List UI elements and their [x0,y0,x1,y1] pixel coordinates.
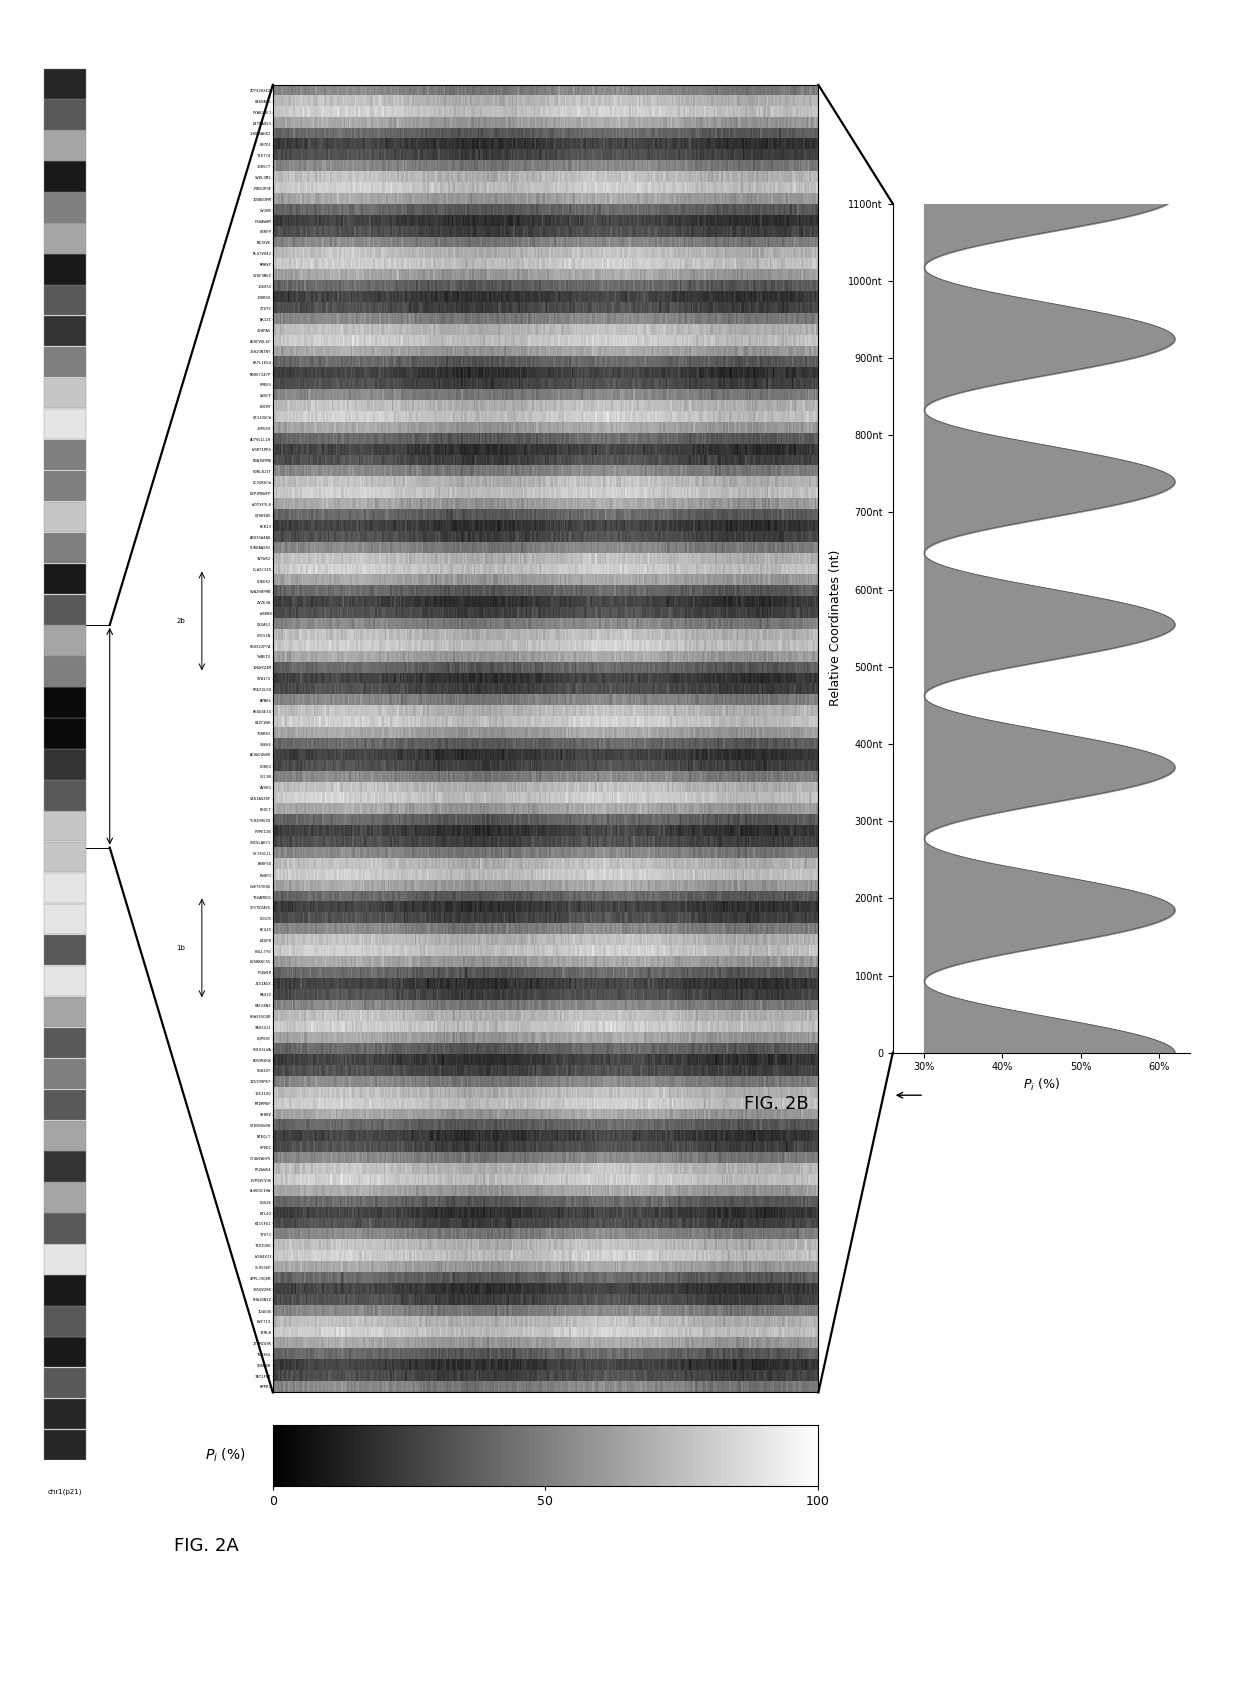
Bar [43,1430,87,1460]
Bar [43,409,87,440]
Bar [43,131,87,161]
Y-axis label: Relative Coordinates (nt): Relative Coordinates (nt) [828,550,842,706]
Bar [43,1027,87,1058]
Bar [43,779,87,810]
Bar [43,873,87,903]
Bar [43,903,87,934]
Bar [43,1336,87,1367]
Bar [43,564,87,594]
Bar [43,316,87,346]
Bar [43,1151,87,1182]
Bar [43,192,87,222]
Bar [43,1369,87,1399]
Text: FIG. 2B: FIG. 2B [744,1095,808,1114]
Bar [43,1090,87,1121]
X-axis label: $P_i$ (%): $P_i$ (%) [1023,1077,1060,1094]
Bar [43,533,87,564]
Bar [43,379,87,408]
Bar [43,749,87,779]
Bar [43,440,87,470]
Bar [43,470,87,501]
Text: $P_i$ (%): $P_i$ (%) [205,1447,246,1464]
Bar [43,1214,87,1243]
Bar [43,1121,87,1151]
Text: chr1(p21): chr1(p21) [48,1487,82,1494]
Bar [43,997,87,1027]
Bar [43,1306,87,1336]
Bar [43,1182,87,1212]
Bar [43,625,87,655]
Bar [43,100,87,129]
Bar [43,346,87,377]
Bar [43,812,87,842]
Text: FIG. 2A: FIG. 2A [174,1537,238,1555]
Bar [43,657,87,686]
Bar [43,161,87,192]
Bar [43,1399,87,1430]
Bar [43,255,87,285]
Bar [43,1275,87,1306]
Bar [43,1058,87,1088]
Bar [43,688,87,718]
Bar [43,501,87,531]
Bar [43,222,87,253]
Bar [43,718,87,749]
Bar [43,842,87,873]
Bar [43,594,87,625]
Text: 1b: 1b [176,944,186,951]
Bar [43,936,87,964]
Text: 2b: 2b [177,618,186,623]
Bar [43,68,87,98]
Bar [43,285,87,316]
Bar [43,1245,87,1275]
Bar [43,966,87,997]
